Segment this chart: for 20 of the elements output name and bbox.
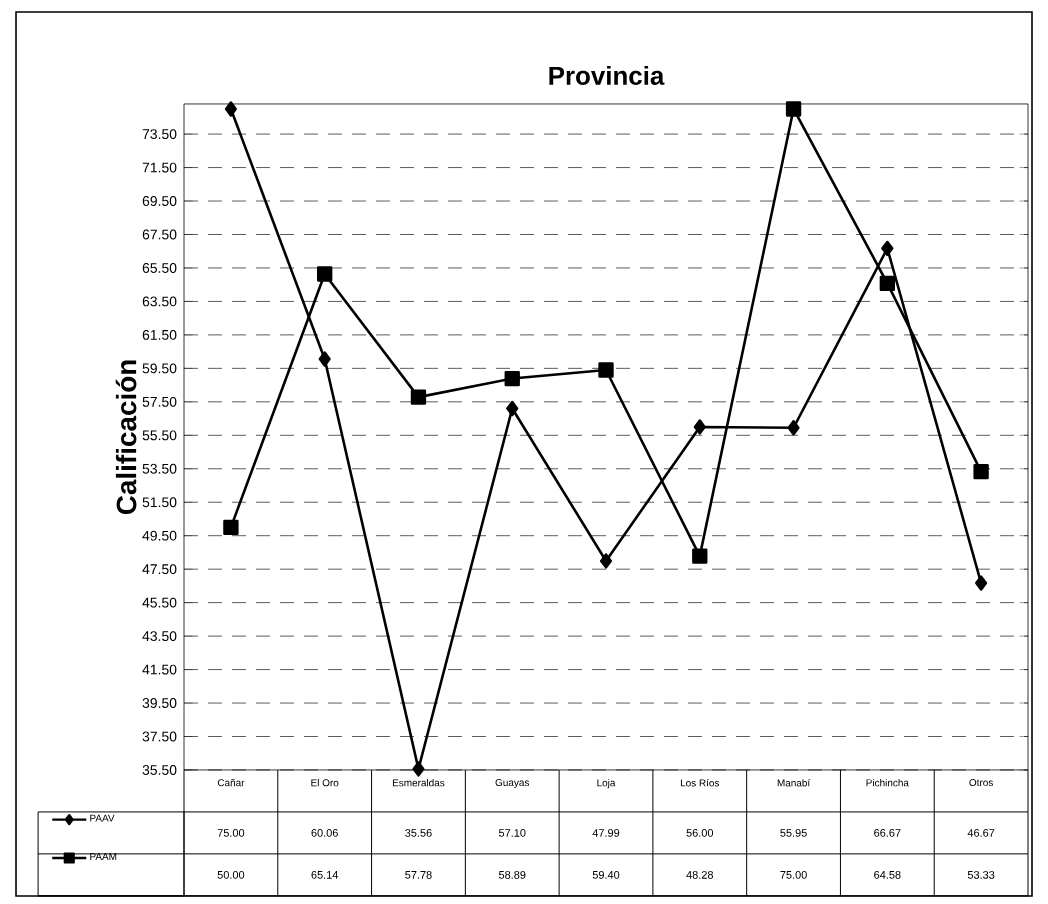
point <box>599 553 613 569</box>
point <box>223 519 239 535</box>
point <box>412 761 425 777</box>
point <box>224 101 237 117</box>
point <box>506 400 519 417</box>
point <box>692 548 708 564</box>
point <box>975 575 988 591</box>
point <box>973 463 989 480</box>
point <box>787 420 800 436</box>
point <box>785 101 802 117</box>
point <box>410 389 427 405</box>
point <box>317 266 333 282</box>
point <box>504 370 520 387</box>
point <box>879 275 896 292</box>
point <box>318 351 331 367</box>
y-axis-title: Calificación <box>115 360 137 515</box>
chart-title: Provincia <box>549 65 665 85</box>
point <box>881 240 894 257</box>
point <box>598 362 614 378</box>
point <box>693 419 706 435</box>
